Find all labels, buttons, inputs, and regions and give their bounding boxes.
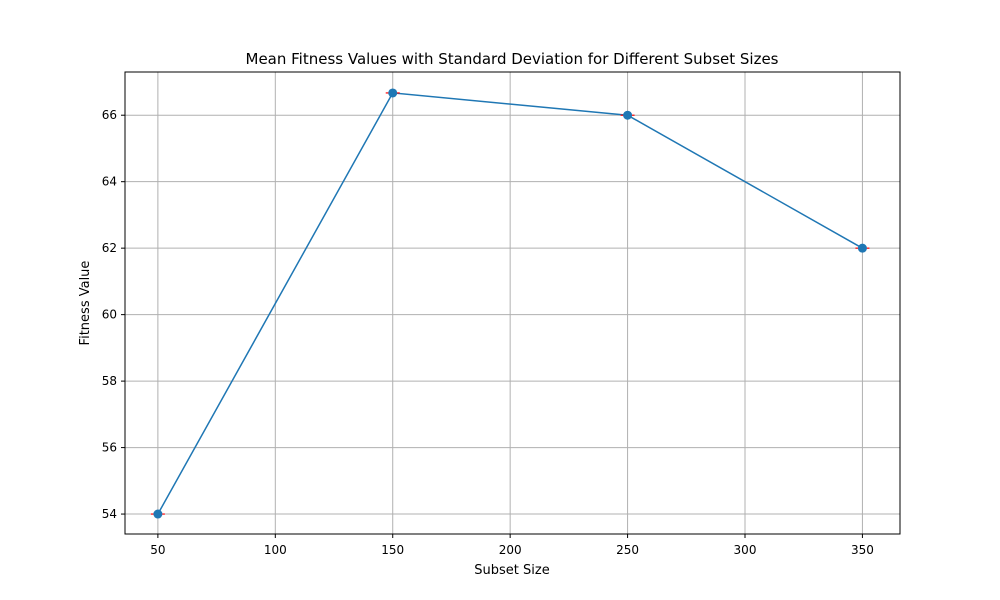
y-tick-label: 66 xyxy=(102,108,117,122)
chart-title: Mean Fitness Values with Standard Deviat… xyxy=(246,50,779,68)
y-tick-label: 54 xyxy=(102,507,117,521)
data-point xyxy=(153,509,163,519)
x-tick-label: 350 xyxy=(851,543,874,557)
x-tick-label: 50 xyxy=(150,543,165,557)
x-tick-label: 300 xyxy=(734,543,757,557)
x-tick-label: 150 xyxy=(381,543,404,557)
grid-lines xyxy=(125,72,900,534)
y-tick-label: 60 xyxy=(102,308,117,322)
x-tick-label: 200 xyxy=(499,543,522,557)
x-tick-label: 100 xyxy=(264,543,287,557)
y-tick-label: 58 xyxy=(102,374,117,388)
data-point xyxy=(623,110,633,120)
x-axis-label: Subset Size xyxy=(474,563,549,578)
y-tick-label: 64 xyxy=(102,175,117,189)
y-tick-label: 56 xyxy=(102,441,117,455)
series-group xyxy=(150,88,870,519)
series-line xyxy=(157,92,863,515)
y-axis-label: Fitness Value xyxy=(78,261,93,346)
y-tick-label: 62 xyxy=(102,241,117,255)
data-point xyxy=(857,243,867,253)
data-point xyxy=(388,88,398,98)
axis-ticks: 50 100 150 200 250 300 350 54 56 58 60 62 64 66 xyxy=(102,108,874,557)
plot-area-frame xyxy=(124,71,901,535)
x-tick-label: 250 xyxy=(616,543,639,557)
